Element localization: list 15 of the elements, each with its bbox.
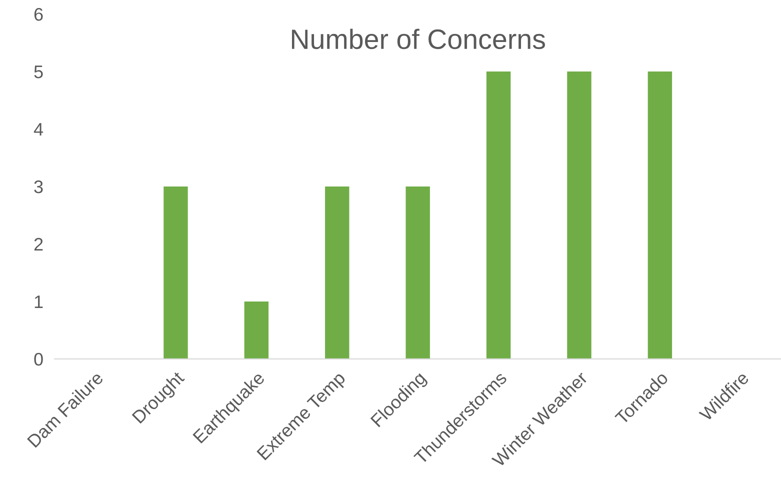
- bar: [244, 301, 269, 359]
- y-tick-label: 6: [34, 8, 43, 21]
- bar: [567, 72, 592, 359]
- y-tick-label: 1: [34, 296, 43, 308]
- y-tick-label: 5: [34, 66, 43, 78]
- bar: [164, 186, 188, 359]
- bar: [406, 186, 430, 359]
- bar: [648, 72, 672, 359]
- y-tick-label: 3: [34, 180, 43, 194]
- y-tick-label: 0: [34, 352, 43, 366]
- y-tick-label: 4: [34, 123, 44, 136]
- y-tick-label: 2: [34, 238, 43, 251]
- bar: [486, 72, 511, 359]
- bar: [325, 186, 350, 359]
- chart-title: Number of Concerns: [292, 28, 545, 50]
